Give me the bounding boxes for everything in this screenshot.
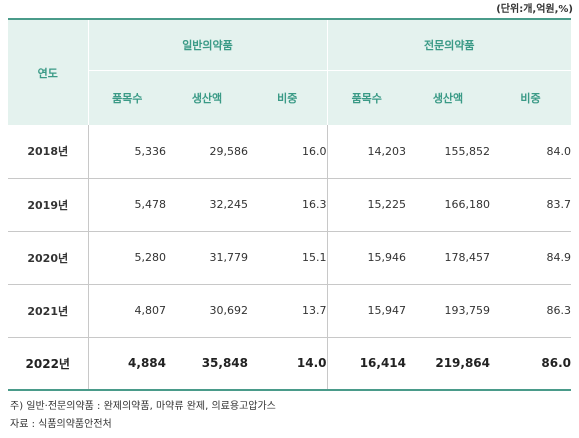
cell-prescription-share: 86.3 [490,284,572,338]
cell-prescription-production: 155,852 [406,125,490,179]
table-row: 2018년 5,336 29,586 16.0 14,203 155,852 8… [8,125,572,179]
footnotes: 주) 일반·전문의약품 : 완제의약품, 마약류 완제, 의료용고압가스 자료 … [10,398,276,434]
cell-prescription-items: 14,203 [327,125,406,179]
unit-label: (단위:개,억원,%) [496,4,573,15]
header-row-sub: 품목수 생산액 비중 품목수 생산액 비중 [8,70,572,125]
cell-general-production: 30,692 [166,284,248,338]
cell-general-share: 13.7 [248,284,328,338]
row-year: 2019년 [8,178,89,232]
cell-general-items: 4,884 [128,356,166,371]
header-row-groups: 연도 일반의약품 전문의약품 [8,19,572,125]
cell-general-production: 29,586 [166,125,248,179]
cell-general-production: 35,848 [201,356,248,371]
table-row: 2019년 5,478 32,245 16.3 15,225 166,180 8… [8,178,572,232]
header-items-prescription: 품목수 [327,70,406,125]
cell-general-items: 4,807 [88,284,166,338]
table-row: 2021년 4,807 30,692 13.7 15,947 193,759 8… [8,284,572,338]
row-year: 2022년 [8,337,89,390]
cell-general-share: 14.0 [248,337,328,390]
header-group-general: 일반의약품 [88,19,328,71]
production-table: 연도 일반의약품 전문의약품 품목수 생산액 비중 품목수 생산액 비중 201… [8,18,572,391]
cell-general-items: 5,336 [88,125,166,179]
cell-general-items: 5,478 [88,178,166,232]
footnote-source: 자료 : 식품의약품안전처 [10,419,112,430]
cell-prescription-share: 84.9 [490,231,572,285]
cell-general-items: 5,280 [88,231,166,285]
cell-prescription-production: 166,180 [406,178,490,232]
header-group-prescription: 전문의약품 [327,19,572,71]
cell-prescription-items: 15,946 [327,231,406,285]
cell-general-share: 16.3 [248,178,328,232]
cell-prescription-items: 15,947 [327,284,406,338]
cell-prescription-items: 15,225 [327,178,406,232]
table-row: 2020년 5,280 31,779 15.1 15,946 178,457 8… [8,231,572,285]
cell-prescription-items: 16,414 [359,356,406,371]
header-production-prescription: 생산액 [406,70,490,125]
cell-general-production: 31,779 [166,231,248,285]
cell-general-share: 16.0 [248,125,328,179]
table-row-latest: 2022년 4,884 35,848 14.0 16,414 219,864 8… [8,337,571,390]
header-year: 연도 [8,19,89,125]
footnote-note: 주) 일반·전문의약품 : 완제의약품, 마약류 완제, 의료용고압가스 [10,401,276,412]
header-items-general: 품목수 [88,70,166,125]
cell-prescription-share: 86.0 [541,356,572,371]
cell-general-production: 32,245 [166,178,248,232]
cell-prescription-share: 83.7 [490,178,572,232]
cell-prescription-production: 193,759 [406,284,490,338]
cell-prescription-production: 219,864 [435,356,490,371]
row-year: 2020년 [8,231,89,285]
header-production-general: 생산액 [166,70,248,125]
cell-general-share: 15.1 [248,231,328,285]
header-share-general: 비중 [248,70,328,125]
header-share-prescription: 비중 [490,70,572,125]
row-year: 2021년 [8,284,89,338]
row-year: 2018년 [8,125,89,179]
cell-prescription-production: 178,457 [406,231,490,285]
cell-prescription-share: 84.0 [490,125,572,179]
